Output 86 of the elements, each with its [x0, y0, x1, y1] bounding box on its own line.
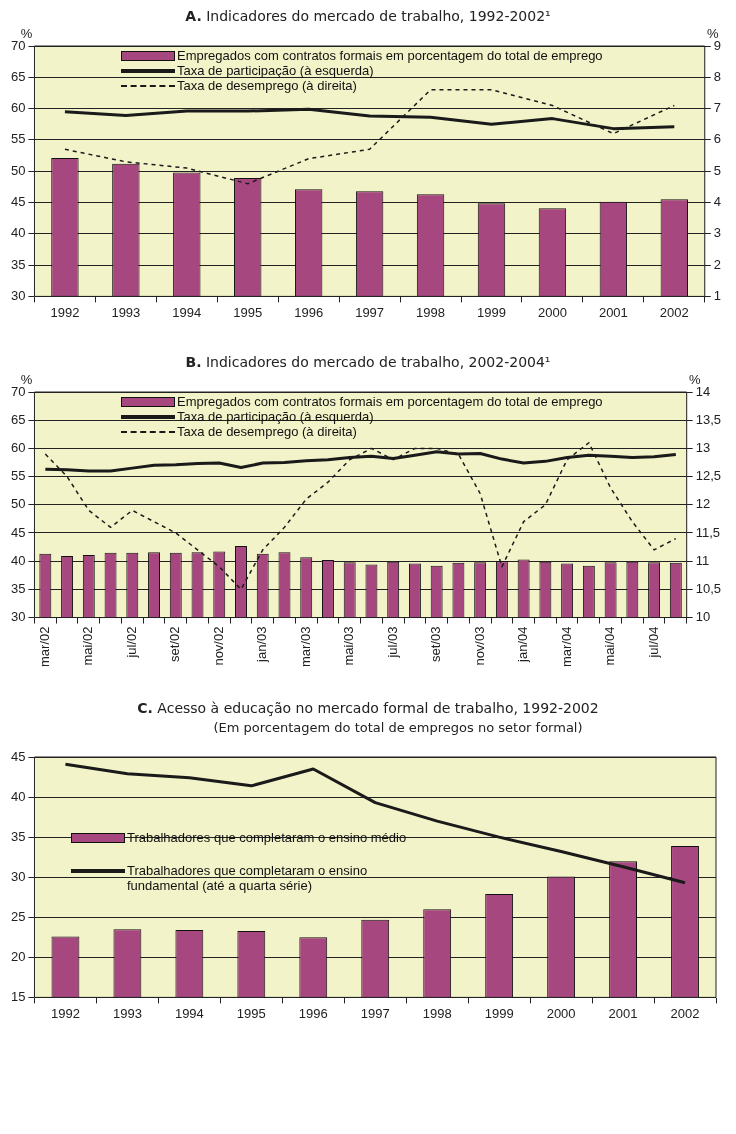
y-tick-label: 40	[10, 225, 26, 241]
x-tick-label: 2001	[598, 304, 628, 320]
legend-label: Empregados com contratos formais em porcentagem do total de emprego	[177, 394, 603, 409]
x-tick-label: nov/02	[210, 626, 226, 666]
y2-tick-label: 5	[713, 162, 721, 178]
x-tick-label: 1998	[422, 1005, 452, 1021]
y-tick-label: 25	[10, 908, 26, 924]
x-tick-label: set/02	[167, 626, 183, 662]
y-tick-label: 55	[10, 131, 26, 147]
chart-title: C. Acesso à educação no mercado formal de trabalho, 1992-2002	[137, 700, 599, 716]
y-tick-label: 30	[10, 609, 26, 625]
x-tick-label: 1995	[233, 304, 263, 320]
x-tick-label: 1999	[477, 304, 506, 320]
y-tick-label: 50	[10, 496, 26, 512]
y2-tick-label: 1	[713, 287, 721, 303]
x-tick-label: nov/03	[471, 626, 487, 666]
y2-tick-label: 10,5	[695, 580, 722, 596]
legend-label: Empregados com contratos formais em porcentagem do total de emprego	[177, 48, 603, 63]
x-tick-label: 1997	[355, 304, 385, 320]
x-tick-label: jul/02	[123, 626, 139, 659]
legend-label: Taxa de desemprego (à direita)	[177, 424, 357, 439]
y2-tick-label: 13	[695, 439, 711, 455]
chart-title: A. Indicadores do mercado de trabalho, 1992-2002¹	[185, 8, 551, 24]
legend-label: Taxa de participação (à esquerda)	[177, 63, 374, 78]
x-tick-label: 2000	[537, 304, 567, 320]
y-tick-label: 45	[10, 748, 26, 764]
x-tick-label: 1992	[50, 1005, 80, 1021]
x-tick-label: 1997	[360, 1005, 390, 1021]
y2-tick-label: 13,5	[695, 411, 722, 427]
y2-tick-label: 2	[713, 256, 721, 272]
y-tick-label: 40	[10, 788, 26, 804]
x-tick-label: jul/03	[384, 626, 400, 659]
y-tick-label: 45	[10, 524, 26, 540]
y-tick-label: 65	[10, 68, 26, 84]
y2-tick-label: 8	[713, 68, 721, 84]
chart-subtitle: (Em porcentagem do total de empregos no setor formal)	[212, 720, 584, 735]
x-tick-label: mai/04	[602, 626, 618, 666]
chart-title: B. Indicadores do mercado de trabalho, 2002-2004¹	[185, 354, 551, 370]
x-tick-label: mai/02	[80, 626, 96, 666]
y-tick-label: 35	[10, 256, 26, 272]
x-tick-label: mar/04	[558, 626, 574, 668]
x-tick-label: 1999	[484, 1005, 514, 1021]
x-tick-label: 1998	[416, 304, 446, 320]
x-tick-label: mar/02	[36, 626, 52, 668]
x-tick-label: 1996	[298, 1005, 328, 1021]
x-tick-label: 1993	[112, 1005, 142, 1021]
x-tick-label: 1996	[294, 304, 324, 320]
y2-tick-label: 12,5	[695, 468, 722, 484]
x-tick-label: 1994	[174, 1005, 204, 1021]
x-tick-label: jan/03	[254, 626, 270, 663]
x-tick-label: jul/04	[645, 626, 661, 659]
y-tick-label: 50	[10, 162, 26, 178]
x-tick-label: mar/03	[297, 626, 313, 668]
x-tick-label: 1993	[111, 304, 141, 320]
y-tick-label: 60	[10, 100, 26, 116]
x-tick-label: 1994	[172, 304, 202, 320]
x-tick-label: set/03	[428, 626, 444, 662]
x-tick-label: 2002	[670, 1005, 700, 1021]
x-tick-label: 2002	[659, 304, 689, 320]
y-tick-label: 15	[10, 988, 26, 1004]
x-tick-label: 2001	[608, 1005, 638, 1021]
y2-tick-label: 10	[695, 609, 711, 625]
x-tick-label: jan/04	[515, 626, 531, 663]
x-tick-label: 1992	[50, 304, 80, 320]
y-tick-label: 60	[10, 439, 26, 455]
y2-tick-label: 11	[695, 552, 710, 568]
y2-tick-label: 6	[713, 131, 721, 147]
y-tick-label: 35	[10, 580, 26, 596]
y2-tick-label: 11,5	[695, 524, 721, 540]
y-tick-label: 30	[10, 287, 26, 303]
y-tick-label: 35	[10, 828, 26, 844]
y-tick-label: 40	[10, 552, 26, 568]
y-tick-label: 20	[10, 948, 26, 964]
y2-tick-label: 12	[695, 496, 711, 512]
x-tick-label: 2000	[546, 1005, 576, 1021]
y2-tick-label: 7	[713, 100, 721, 116]
y-tick-label: 45	[10, 194, 26, 210]
x-tick-label: 1995	[236, 1005, 266, 1021]
y2-tick-label: 3	[713, 225, 721, 241]
legend-label: Taxa de desemprego (à direita)	[177, 78, 357, 93]
legend-label: Trabalhadores que completaram o ensino fundamental (até a quarta série)	[127, 863, 369, 893]
y-tick-label: 30	[10, 868, 26, 884]
y-tick-label: 65	[10, 411, 26, 427]
y-tick-label: 55	[10, 468, 26, 484]
x-tick-label: mai/03	[341, 626, 357, 666]
y2-tick-label: 4	[713, 194, 721, 210]
